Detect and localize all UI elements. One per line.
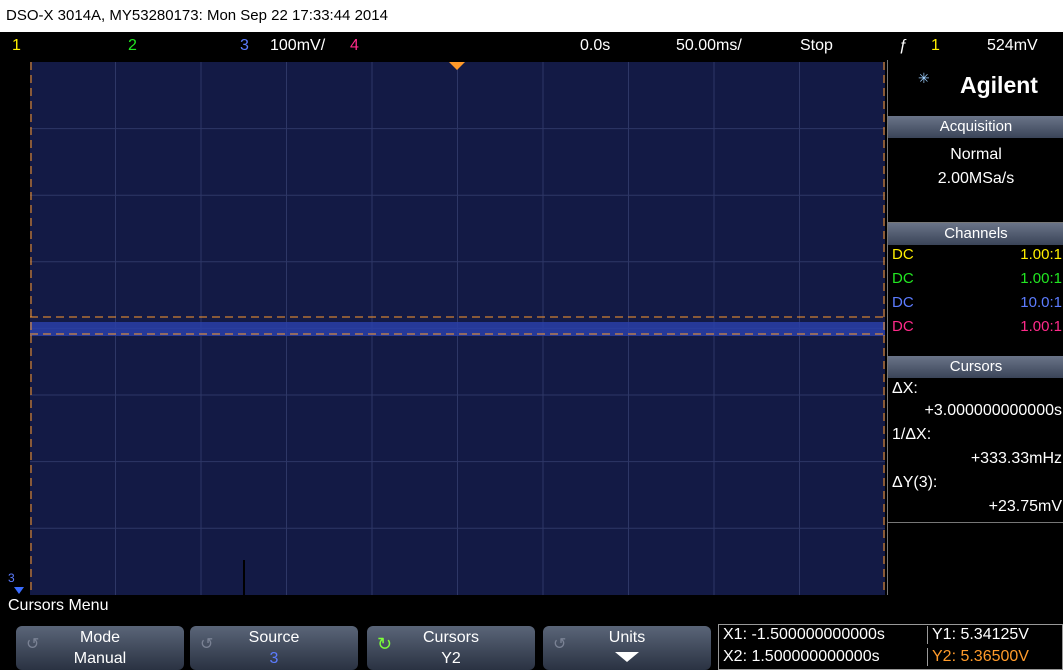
softkey-icon: ↺: [200, 636, 214, 653]
softkey[interactable]: Units ↺: [543, 626, 711, 670]
readout-x1: X1: -1.500000000000s: [723, 626, 885, 643]
softkey-icon: ↺: [553, 636, 567, 653]
ground-arrow: [14, 587, 24, 594]
dy-label: ΔY(3):: [892, 474, 938, 491]
menu-title: Cursors Menu: [8, 597, 109, 614]
title: DSO-X 3014A, MY53280173: Mon Sep 22 17:3…: [6, 7, 388, 24]
softkey-icon: ↻: [377, 634, 393, 654]
softkey-label: Units: [608, 629, 646, 646]
channel-coupling: DC: [892, 318, 914, 335]
trigger-status: ƒ 1 524mV: [887, 32, 1063, 60]
softkey-value: Y2: [441, 650, 461, 667]
section-header: Cursors: [888, 356, 1063, 378]
softkey-label: Mode: [79, 629, 121, 646]
run-state: Stop: [800, 37, 833, 54]
channel-probe: 1.00:1: [1020, 270, 1062, 287]
readout-y2: Y2: 5.36500V: [927, 648, 1029, 666]
softkey-arrow: [615, 652, 639, 662]
brand: Agilent: [960, 72, 1038, 98]
channel-probe: 10.0:1: [1020, 294, 1062, 311]
softkey-label: Cursors: [422, 629, 479, 646]
side-panel: ✳ Agilent Acquisition Normal 2.00MSa/s C…: [887, 60, 1063, 595]
readout-x2: X2: 1.500000000000s: [723, 648, 880, 665]
softkey-value: 3: [269, 650, 279, 667]
inv-dx-value: +333.33mHz: [970, 450, 1062, 467]
softkey[interactable]: Source 3 ↺: [190, 626, 358, 670]
channel-coupling: DC: [892, 294, 914, 311]
channel-coupling: DC: [892, 270, 914, 287]
section-header: Channels: [888, 222, 1063, 245]
readout-box: X1: -1.500000000000s X2: 1.500000000000s…: [718, 624, 1063, 670]
ch4-label: 4: [350, 37, 359, 54]
inv-dx-label: 1/ΔX:: [892, 426, 932, 443]
trace: [30, 322, 885, 336]
ch3-label: 3: [240, 37, 249, 54]
acq-rate: 2.00MSa/s: [937, 170, 1015, 187]
time-scale: 50.00ms/: [676, 37, 742, 54]
channel-probe: 1.00:1: [1020, 246, 1062, 263]
graticule: 3: [8, 62, 885, 595]
softkey-value: Manual: [73, 650, 127, 667]
trigger-marker: [449, 62, 465, 70]
softkey[interactable]: Mode Manual ↺: [16, 626, 184, 670]
softkey-icon: ↺: [26, 636, 40, 653]
trigger-icon: ƒ: [899, 37, 908, 54]
dx-value: +3.000000000000s: [924, 402, 1062, 419]
status-bar: 1 2 3 100mV/ 4 0.0s 50.00ms/ Stop: [0, 32, 887, 60]
grid: [30, 62, 885, 595]
dx-label: ΔX:: [892, 380, 918, 397]
ch2-label: 2: [128, 37, 137, 54]
ch1-label: 1: [12, 37, 21, 54]
softkey-label: Source: [248, 629, 300, 646]
acq-mode: Normal: [950, 146, 1002, 163]
section-header: Acquisition: [888, 116, 1063, 138]
channel-coupling: DC: [892, 246, 914, 263]
readout-y1: Y1: 5.34125V: [927, 626, 1029, 644]
ground-marker: 3: [8, 571, 15, 585]
brand-logo: ✳: [918, 70, 930, 86]
channel-probe: 1.00:1: [1020, 318, 1062, 335]
trigger-source: 1: [931, 37, 940, 54]
dy-value: +23.75mV: [988, 498, 1062, 515]
ch3-scale: 100mV/: [270, 37, 326, 54]
trigger-level: 524mV: [987, 37, 1038, 54]
time-delay: 0.0s: [580, 37, 611, 54]
title-bar: DSO-X 3014A, MY53280173: Mon Sep 22 17:3…: [0, 0, 1063, 32]
softkey[interactable]: Cursors Y2 ↻: [367, 626, 535, 670]
